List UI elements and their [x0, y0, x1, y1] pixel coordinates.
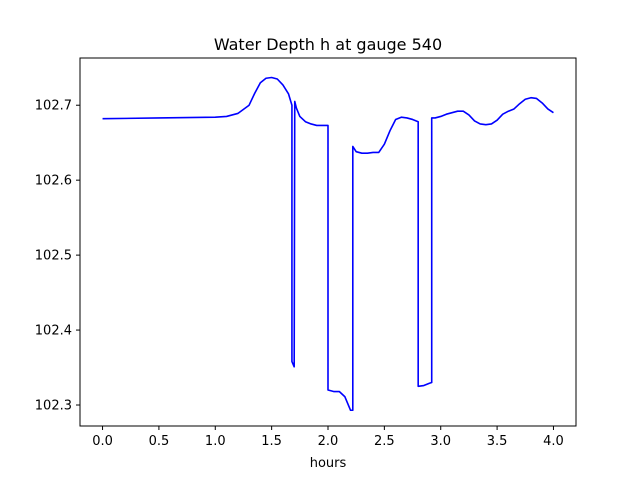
y-tick-label: 102.7	[35, 99, 72, 114]
plot-area	[102, 76, 554, 412]
x-tick-label: 2.5	[374, 434, 395, 449]
series-line-0	[102, 76, 554, 412]
x-tick-label: 1.0	[205, 434, 226, 449]
x-tick-label: 3.5	[487, 434, 508, 449]
y-tick-label: 102.5	[35, 249, 72, 264]
x-tick-label: 0.5	[149, 434, 170, 449]
x-tick-label: 2.0	[318, 434, 339, 449]
y-tick-label: 102.4	[35, 324, 72, 339]
x-tick-label: 4.0	[543, 434, 564, 449]
x-tick-label: 1.5	[261, 434, 282, 449]
x-tick-label: 0.0	[92, 434, 113, 449]
x-axis-label: hours	[310, 456, 347, 471]
y-axis: 102.3 102.4 102.5 102.6 102.7	[35, 99, 80, 414]
y-tick-label: 102.3	[35, 399, 72, 414]
chart-title: Water Depth h at gauge 540	[214, 35, 442, 54]
y-tick-label: 102.6	[35, 174, 72, 189]
x-tick-label: 3.0	[430, 434, 451, 449]
x-axis: 0.0 0.5 1.0 1.5 2.0 2.5 3.0 3.5 4.0	[92, 426, 564, 449]
